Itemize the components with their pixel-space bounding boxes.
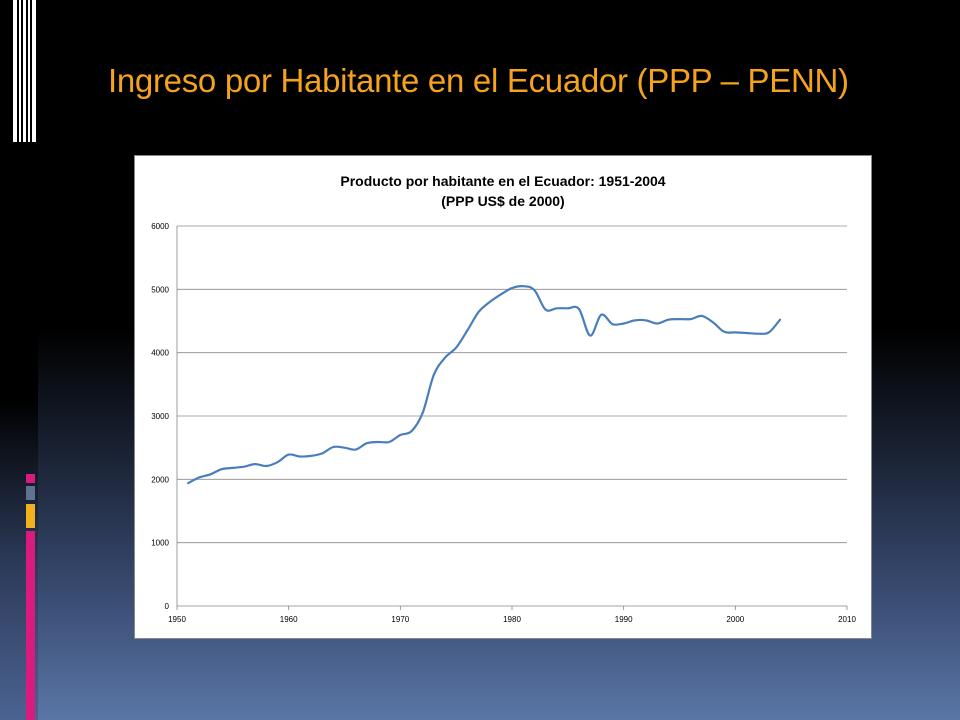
accent-block-pink bbox=[26, 531, 35, 720]
line-chart: 0 1000 2000 3000 4000 5000 6000 1950 1960 1970 198… bbox=[151, 222, 856, 624]
chart-container: Producto por habitante en el Ecuador: 19… bbox=[134, 155, 872, 639]
x-tick-label: 2000 bbox=[726, 615, 744, 624]
x-tick-label: 1950 bbox=[168, 615, 186, 624]
chart-title: Producto por habitante en el Ecuador: 19… bbox=[340, 173, 666, 189]
x-tick-label: 1960 bbox=[280, 615, 298, 624]
accent-block-magenta bbox=[26, 474, 35, 483]
x-tick-label: 2010 bbox=[838, 615, 856, 624]
left-decorative-bar bbox=[0, 0, 38, 720]
x-tick-label: 1980 bbox=[503, 615, 521, 624]
y-tick-label: 2000 bbox=[151, 475, 169, 484]
y-tick-label: 1000 bbox=[151, 539, 169, 548]
y-tick-label: 3000 bbox=[151, 412, 169, 421]
y-tick-label: 0 bbox=[165, 602, 170, 611]
y-tick-label: 6000 bbox=[151, 222, 169, 231]
slide-title: Ingreso por Habitante en el Ecuador (PPP… bbox=[108, 62, 849, 99]
y-tick-label: 5000 bbox=[151, 285, 169, 294]
series-line bbox=[187, 285, 782, 485]
x-tick-label: 1970 bbox=[391, 615, 409, 624]
chart-subtitle: (PPP US$ de 2000) bbox=[441, 193, 565, 209]
x-tick-label: 1990 bbox=[615, 615, 633, 624]
accent-block-gold bbox=[26, 504, 35, 528]
y-tick-label: 4000 bbox=[151, 349, 169, 358]
decorative-vertical-lines bbox=[13, 0, 37, 142]
accent-block-slate bbox=[26, 486, 35, 500]
